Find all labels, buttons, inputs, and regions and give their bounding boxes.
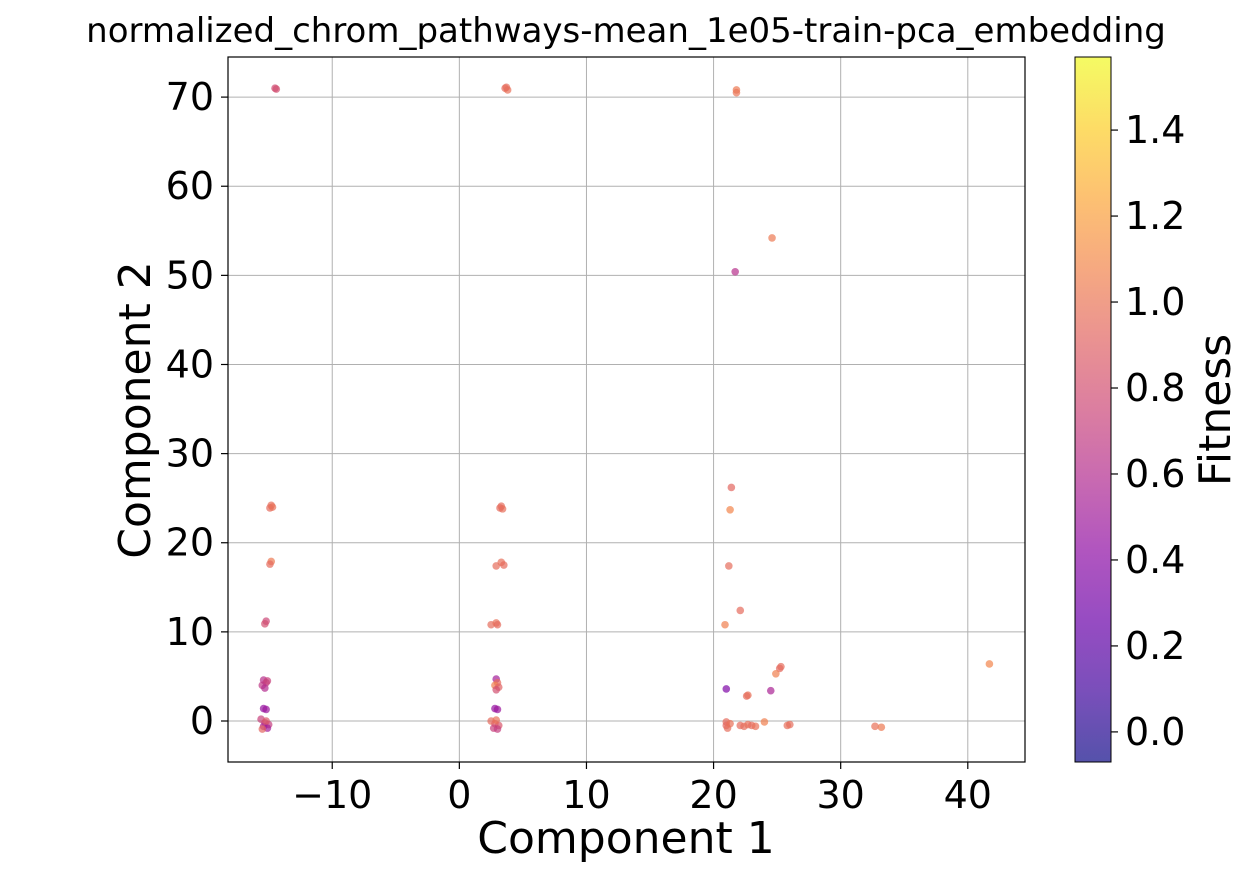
- colorbar: 0.0 0.2 0.4 0.6 0.8 1.0 1.2 1.4 Fitness: [1074, 56, 1241, 763]
- data-point: [721, 620, 729, 629]
- data-point: [726, 719, 734, 728]
- data-point: [751, 722, 760, 731]
- colorbar-tick-label: 1.0: [1125, 280, 1185, 324]
- x-axis-label: Component 1: [477, 813, 774, 864]
- data-point: [877, 723, 886, 732]
- plot-area-frame: [227, 56, 1026, 763]
- colorbar-label: Fitness: [1190, 334, 1241, 486]
- colorbar-tick-label: 0.6: [1125, 452, 1185, 496]
- data-point: [266, 560, 274, 568]
- x-axis: −10 0 10 20 30 40: [292, 762, 992, 817]
- y-tick-label: 30: [166, 432, 214, 476]
- chart-title: normalized_chrom_pathways-mean_1e05-trai…: [86, 11, 1166, 51]
- data-point: [985, 660, 994, 668]
- data-point: [727, 483, 736, 492]
- data-point: [500, 561, 508, 569]
- data-point: [258, 725, 267, 733]
- x-tick-label: 0: [447, 773, 471, 817]
- data-point: [725, 562, 733, 570]
- colorbar-tick-label: 1.4: [1125, 108, 1185, 152]
- colorbar-tick-label: 0.2: [1125, 624, 1185, 668]
- colorbar-tick-label: 0.0: [1125, 710, 1185, 754]
- data-point: [760, 718, 769, 726]
- y-tick-label: 60: [166, 164, 214, 208]
- data-point: [766, 686, 775, 695]
- data-point: [722, 685, 731, 693]
- data-point: [502, 83, 511, 92]
- data-point: [263, 677, 272, 685]
- data-point: [268, 503, 277, 511]
- gridlines: [228, 57, 1025, 762]
- data-point: [262, 705, 270, 714]
- y-axis: 0 10 20 30 40 50 60 70: [166, 75, 228, 743]
- data-point: [736, 606, 745, 615]
- x-tick-label: 10: [562, 773, 610, 817]
- x-tick-label: 40: [944, 773, 992, 817]
- y-tick-label: 40: [166, 342, 214, 386]
- x-tick-label: 20: [689, 773, 737, 817]
- data-point: [732, 88, 741, 97]
- data-point: [492, 686, 501, 694]
- data-point: [261, 684, 269, 692]
- colorbar-frame: [1074, 56, 1112, 763]
- x-tick-label: −10: [292, 773, 372, 817]
- y-tick-label: 70: [166, 75, 214, 119]
- data-point: [493, 620, 502, 629]
- data-point: [871, 722, 879, 731]
- y-tick-label: 20: [166, 521, 214, 565]
- colorbar-tick-label: 1.2: [1125, 194, 1185, 238]
- colorbar-tick-label: 0.4: [1125, 538, 1185, 582]
- data-point: [262, 717, 270, 725]
- colorbar-gradient: [1075, 57, 1111, 762]
- y-tick-label: 10: [166, 610, 214, 654]
- data-point: [493, 725, 502, 733]
- data-point: [742, 692, 751, 700]
- data-points: [257, 83, 994, 733]
- data-point: [726, 505, 734, 514]
- data-point: [492, 716, 501, 724]
- data-point: [493, 705, 502, 714]
- data-point: [731, 267, 739, 276]
- x-tick-label: 30: [817, 773, 865, 817]
- colorbar-tick-label: 0.8: [1125, 366, 1185, 410]
- data-point: [786, 720, 794, 729]
- data-point: [775, 664, 784, 673]
- colorbar-ticks: 0.0 0.2 0.4 0.6 0.8 1.0 1.2 1.4: [1111, 108, 1185, 754]
- y-tick-label: 50: [166, 253, 214, 297]
- data-point: [768, 234, 776, 242]
- data-point: [272, 85, 281, 93]
- data-point: [772, 669, 780, 678]
- y-axis-label: Component 2: [110, 261, 161, 558]
- y-tick-label: 0: [190, 699, 214, 743]
- data-point: [496, 504, 504, 512]
- data-point: [261, 620, 269, 628]
